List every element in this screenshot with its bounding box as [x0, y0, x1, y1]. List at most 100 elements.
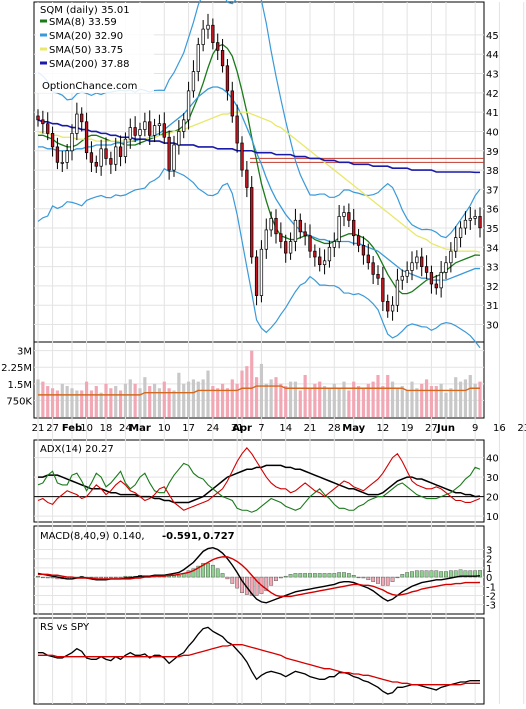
- candle: [148, 121, 152, 136]
- adx-tick-label: 10: [486, 512, 499, 523]
- candle: [434, 283, 438, 289]
- candle: [274, 217, 278, 235]
- candle: [50, 133, 55, 148]
- volume-bar: [109, 388, 113, 417]
- plus-di-line: [37, 462, 481, 513]
- candle: [167, 136, 171, 171]
- x-tick-label: 12: [376, 423, 389, 434]
- volume-bar: [211, 386, 215, 417]
- volume-bar: [473, 383, 477, 417]
- y-tick-label: 40: [486, 127, 499, 138]
- macd-histogram-bar: [351, 575, 356, 578]
- candle: [405, 270, 409, 277]
- candle: [206, 24, 210, 30]
- y-tick-label: 35: [486, 224, 499, 235]
- macd-histogram-bar: [385, 576, 390, 586]
- volume-bar: [114, 386, 118, 417]
- volume-bar: [216, 388, 220, 417]
- macd-histogram-bar: [439, 571, 444, 578]
- macd-tick-label: 0: [486, 573, 492, 584]
- candle: [128, 127, 132, 140]
- candle: [118, 146, 123, 157]
- watermark: OptionChance.com: [42, 81, 137, 92]
- x-tick-label: Jun: [436, 423, 455, 434]
- volume-bar: [405, 390, 409, 417]
- macd-tick-label: 2: [486, 555, 492, 566]
- candle: [361, 245, 366, 256]
- volume-layer: [36, 350, 482, 417]
- volume-bar: [50, 388, 55, 417]
- candle: [177, 131, 181, 146]
- y-tick-label: 37: [486, 185, 499, 196]
- macd-histogram-bar: [113, 576, 118, 579]
- candle: [371, 262, 375, 275]
- volume-bar: [264, 383, 268, 417]
- candle: [463, 219, 468, 229]
- chart-title: SQM (daily) 35.01: [40, 5, 130, 16]
- candle: [410, 262, 414, 271]
- rs-panel-frame: [33, 617, 485, 705]
- volume-bar: [332, 383, 336, 417]
- volume-bar: [94, 386, 98, 417]
- macd-histogram-bar: [186, 570, 191, 578]
- macd-histogram-bar: [414, 570, 419, 578]
- volume-bar: [352, 381, 356, 417]
- candle: [211, 24, 215, 43]
- volume-bar: [356, 386, 361, 417]
- candle: [454, 237, 458, 252]
- candle: [152, 125, 157, 136]
- legend-item: SMA(8) 33.59: [49, 17, 117, 28]
- volume-bar: [46, 386, 50, 417]
- volume-bar: [118, 390, 123, 417]
- macd-histogram-bar: [434, 570, 439, 578]
- macd-histogram-bar: [201, 563, 206, 578]
- macd-histogram-bar: [191, 568, 196, 578]
- candle: [386, 301, 390, 312]
- macd-histogram-bar: [298, 573, 303, 578]
- macd-histogram-bar: [293, 573, 298, 578]
- x-tick-label: Feb: [62, 423, 82, 434]
- volume-bar: [366, 383, 370, 417]
- x-tick-label: 27: [46, 423, 59, 434]
- volume-panel-frame: [33, 341, 485, 419]
- candle: [303, 231, 307, 237]
- volume-bar: [235, 383, 239, 417]
- x-tick-label: 23: [517, 423, 526, 434]
- candle: [89, 152, 94, 163]
- macd-histogram-bar: [361, 576, 366, 579]
- macd-histogram-bar: [380, 576, 385, 586]
- y-tick-label: 32: [486, 282, 499, 293]
- macd-label: MACD(8,40,9) 0.140,: [40, 531, 145, 542]
- macd-histogram-bar: [104, 576, 108, 579]
- candle: [65, 150, 69, 163]
- macd-histogram-bar: [327, 573, 332, 578]
- candle: [138, 129, 142, 136]
- volume-bar: [157, 388, 162, 417]
- volume-bar: [322, 386, 327, 417]
- volume-bar: [386, 374, 390, 417]
- macd-histogram-bar: [215, 568, 220, 578]
- candle: [318, 256, 322, 266]
- volume-bar: [410, 381, 414, 417]
- macd-histogram-bar: [308, 573, 312, 578]
- candle: [395, 279, 400, 306]
- macd-histogram-bar: [463, 570, 468, 578]
- candle: [444, 262, 448, 273]
- x-tick-label: May: [342, 423, 365, 434]
- volume-tick-label: 3M: [17, 347, 32, 358]
- y-tick-label: 30: [486, 321, 499, 332]
- volume-bar: [148, 386, 152, 417]
- volume-bar: [84, 381, 89, 417]
- candle: [415, 256, 419, 264]
- volume-bar: [80, 390, 84, 417]
- volume-bar: [449, 388, 453, 417]
- candle: [172, 144, 176, 171]
- y-tick-label: 33: [486, 263, 499, 274]
- volume-bar: [104, 383, 108, 417]
- macd-histogram-bar: [453, 570, 458, 578]
- x-tick-label: 10: [158, 423, 171, 434]
- candle: [230, 90, 234, 117]
- candle: [123, 138, 128, 157]
- candle: [420, 256, 424, 267]
- volume-bar: [240, 370, 244, 417]
